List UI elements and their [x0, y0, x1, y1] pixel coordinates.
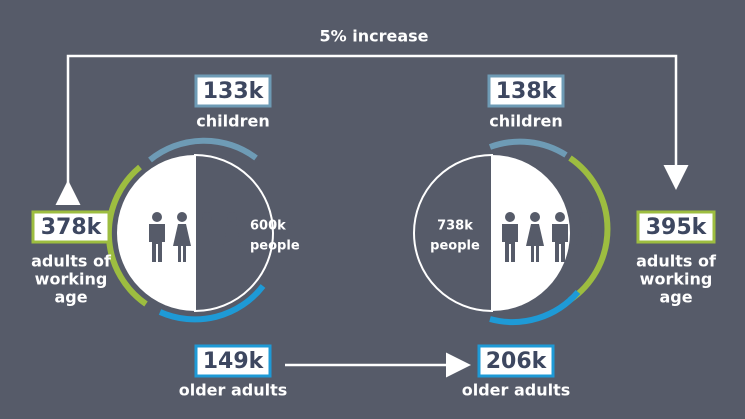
total-value: 600k [250, 219, 286, 234]
children-value: 138k [496, 79, 558, 104]
adults-value: 378k [41, 215, 103, 240]
circle-left [105, 137, 274, 323]
older-label: older adults [179, 381, 288, 400]
total-label: people [430, 239, 480, 254]
children-label: children [489, 112, 562, 131]
adults-label: age [659, 288, 692, 307]
labels: 133k children 378k adults of working age… [31, 74, 717, 400]
children-value: 133k [203, 79, 265, 104]
older-value: 206k [486, 349, 548, 374]
circle-right [413, 138, 611, 326]
total-value: 738k [437, 219, 473, 234]
children-label: children [196, 112, 269, 131]
adults-label: working [35, 270, 108, 289]
adults-value: 395k [646, 215, 708, 240]
title: 5% increase [319, 27, 428, 46]
increase-arrow [55, 54, 689, 205]
adults-label: age [54, 288, 87, 307]
adults-label: working [640, 270, 713, 289]
older-value: 149k [203, 349, 265, 374]
adults-label: adults of [31, 252, 112, 271]
adults-label: adults of [636, 252, 717, 271]
older-label: older adults [462, 381, 571, 400]
total-label: people [250, 239, 300, 254]
